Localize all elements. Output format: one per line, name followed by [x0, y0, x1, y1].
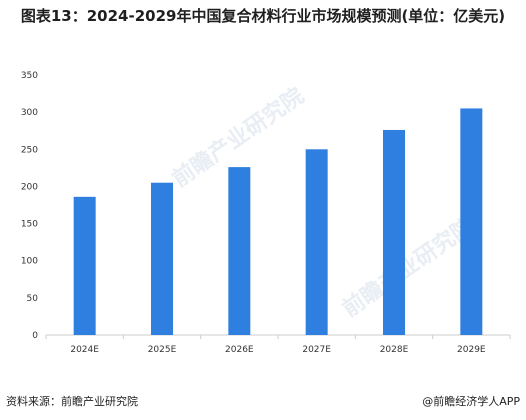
bar [383, 129, 405, 335]
bar [73, 196, 96, 335]
x-tick-label: 2027E [302, 345, 331, 355]
x-tick-label: 2025E [148, 345, 177, 355]
y-tick-label: 150 [21, 220, 38, 230]
y-tick-label: 0 [32, 331, 38, 341]
y-tick-label: 300 [21, 108, 38, 118]
y-tick-label: 100 [21, 257, 38, 267]
bar [228, 167, 251, 335]
x-tick-label: 2024E [70, 345, 99, 355]
bar [305, 149, 328, 335]
x-tick-label: 2029E [457, 345, 486, 355]
y-tick-label: 250 [21, 145, 38, 155]
y-tick-label: 200 [21, 182, 38, 192]
x-tick-label: 2028E [380, 345, 409, 355]
bar-chart: 0 50 100 150 200 250 300 350 2024E 2025E 2026E 2027… [21, 71, 511, 355]
bar [151, 182, 173, 335]
source-note: 资料来源：前瞻产业研究院 [6, 395, 138, 408]
y-tick-label: 50 [27, 294, 39, 304]
y-tick-label: 350 [21, 71, 38, 81]
chart-area: 0 50 100 150 200 250 300 350 2024E 2025E 2026E 2027… [0, 55, 526, 365]
bar [460, 108, 483, 335]
chart-title: 图表13：2024-2029年中国复合材料行业市场规模预测(单位：亿美元) [20, 7, 506, 25]
x-tick-label: 2026E [225, 345, 254, 355]
brand-note: @前瞻经济学人APP [422, 395, 520, 408]
